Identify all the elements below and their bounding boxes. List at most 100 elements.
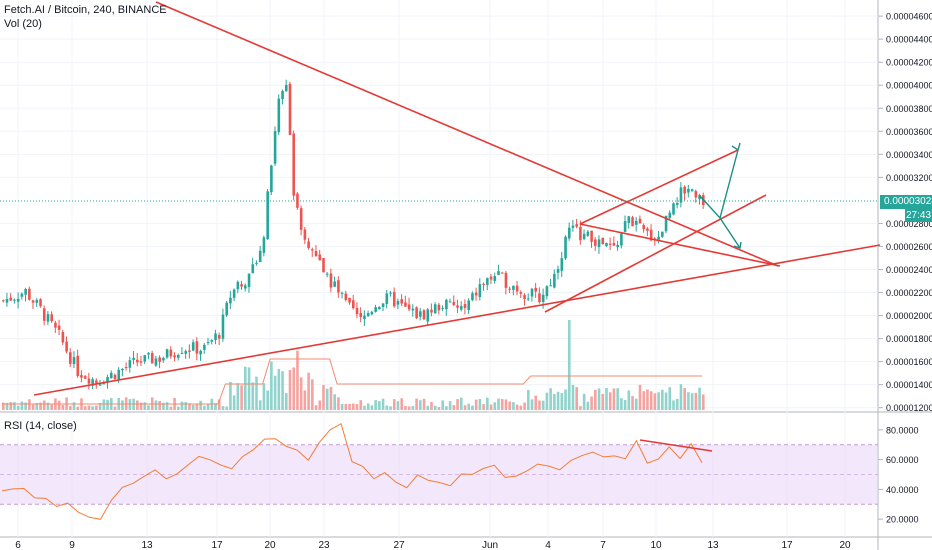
arrowhead-down bbox=[733, 241, 742, 249]
candle-body bbox=[9, 297, 13, 301]
volume-bar bbox=[694, 392, 698, 410]
volume-bar bbox=[277, 368, 281, 410]
candle-body bbox=[575, 224, 579, 227]
candle-body bbox=[579, 226, 582, 241]
volume-bar bbox=[162, 402, 165, 410]
candle-body bbox=[352, 300, 355, 309]
candle-body bbox=[456, 305, 459, 308]
candle-body bbox=[307, 241, 310, 249]
volume-bar bbox=[251, 382, 255, 410]
volume-bar bbox=[348, 403, 351, 410]
price-tick-label: 0.00004200 bbox=[886, 58, 932, 68]
trendline bbox=[155, 1, 779, 267]
volume-bar bbox=[523, 402, 526, 410]
volume-bar bbox=[392, 399, 396, 410]
volume-bar bbox=[121, 400, 124, 410]
volume-bar bbox=[515, 404, 519, 410]
candle-body bbox=[422, 310, 426, 320]
rsi-band-fill bbox=[0, 444, 878, 505]
price-tick-label: 0.00001800 bbox=[886, 334, 932, 344]
volume-bar bbox=[91, 406, 94, 410]
projection-arrow-down bbox=[719, 217, 741, 249]
candle-body bbox=[448, 301, 452, 303]
volume-bar bbox=[72, 402, 76, 410]
candle-body bbox=[389, 292, 392, 294]
candle-body bbox=[147, 353, 150, 355]
volume-bar bbox=[322, 384, 325, 410]
volume-bar bbox=[284, 393, 288, 410]
trendlines bbox=[33, 1, 881, 396]
candle-body bbox=[16, 298, 20, 302]
candle-body bbox=[206, 342, 210, 344]
volume-bar bbox=[433, 405, 437, 410]
volume-bar bbox=[456, 399, 459, 410]
volume-bars bbox=[2, 320, 705, 410]
candle-body bbox=[605, 242, 608, 247]
candle-body bbox=[564, 236, 567, 259]
volume-bar bbox=[69, 406, 72, 410]
candle-body bbox=[694, 191, 698, 198]
volume-bar bbox=[608, 392, 612, 410]
candle-body bbox=[374, 307, 377, 312]
candle-body bbox=[80, 375, 83, 378]
volume-bar bbox=[567, 320, 571, 410]
price-tick-label: 0.00001600 bbox=[886, 357, 932, 367]
volume-bar bbox=[560, 393, 564, 410]
volume-bar bbox=[415, 398, 418, 410]
volume-bar bbox=[24, 402, 27, 410]
volume-bar bbox=[407, 406, 411, 410]
candle-body bbox=[255, 262, 258, 264]
volume-bar bbox=[184, 402, 188, 410]
rsi-tick-label: 20.0000 bbox=[886, 515, 919, 525]
candle-body bbox=[582, 233, 586, 239]
time-tick-label: 20 bbox=[264, 540, 276, 550]
price-tick-label: 0.00004000 bbox=[886, 81, 932, 91]
candle-body bbox=[620, 233, 623, 246]
price-tick-label: 0.00003800 bbox=[886, 104, 932, 114]
candle-body bbox=[180, 352, 184, 354]
candle-body bbox=[467, 300, 471, 311]
volume-bar bbox=[512, 402, 515, 410]
volume-bar bbox=[57, 400, 61, 410]
volume-bar bbox=[497, 398, 500, 410]
candle-body bbox=[72, 357, 76, 365]
candle-body bbox=[497, 271, 500, 275]
volume-bar bbox=[571, 384, 575, 410]
candle-body bbox=[258, 250, 262, 263]
volume-bar bbox=[534, 395, 538, 410]
volume-bar bbox=[478, 399, 482, 410]
candle-body bbox=[679, 187, 683, 203]
candle-body bbox=[627, 216, 631, 223]
candle-body bbox=[519, 292, 523, 294]
candle-body bbox=[247, 273, 251, 287]
volume-bar bbox=[389, 406, 392, 410]
candle-body bbox=[400, 299, 404, 304]
volume-bar bbox=[333, 394, 336, 410]
rsi-divergence-line bbox=[639, 439, 713, 452]
candle-body bbox=[489, 276, 493, 280]
candle-body bbox=[482, 283, 485, 286]
candle-body bbox=[512, 285, 515, 290]
volume-ma-line bbox=[2, 358, 702, 405]
price-tick-label: 0.00002200 bbox=[886, 288, 932, 298]
candle-body bbox=[221, 314, 225, 339]
volume-bar bbox=[582, 393, 586, 410]
volume-bar bbox=[400, 398, 404, 410]
candle-body bbox=[675, 203, 679, 205]
volume-bar bbox=[95, 405, 98, 410]
volume-bar bbox=[16, 405, 20, 410]
volume-label: Vol (20) bbox=[4, 18, 42, 30]
volume-bar bbox=[76, 406, 80, 410]
candle-body bbox=[325, 273, 329, 275]
candle-body bbox=[452, 301, 456, 305]
trendline bbox=[544, 194, 767, 313]
volume-bar bbox=[288, 370, 292, 410]
volume-bar bbox=[106, 399, 109, 410]
candle-body bbox=[236, 281, 240, 290]
volume-bar bbox=[594, 389, 597, 410]
candle-body bbox=[404, 302, 407, 307]
candle-body bbox=[31, 300, 35, 303]
bar-countdown: 27:43 bbox=[905, 209, 932, 222]
volume-bar bbox=[489, 404, 493, 410]
